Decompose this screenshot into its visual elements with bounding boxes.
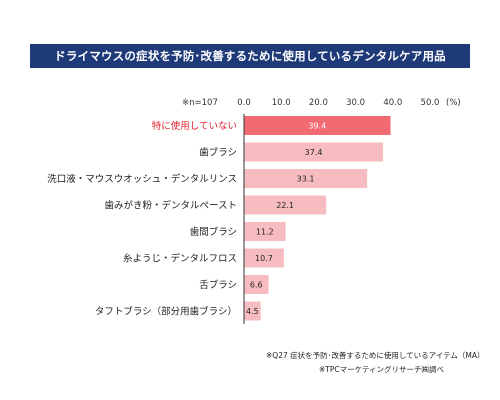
- bar: [244, 275, 269, 294]
- category-label: タフトブラシ（部分用歯ブラシ）: [95, 306, 237, 318]
- bar: [244, 222, 286, 241]
- category-label: 歯みがき粉・デンタルペースト: [104, 200, 237, 212]
- x-tick-label: 40.0: [383, 98, 402, 108]
- data-label: 33.1: [297, 175, 315, 184]
- bar: [244, 301, 261, 321]
- bar: [244, 248, 284, 268]
- data-label: 11.2: [256, 228, 274, 237]
- bar: [244, 195, 327, 215]
- x-tick-label: 20.0: [309, 98, 328, 108]
- data-label: 37.4: [305, 148, 323, 157]
- x-tick-label: 0.0: [237, 98, 251, 108]
- bar: [244, 169, 368, 188]
- category-label: 歯ブラシ: [199, 147, 237, 159]
- unit-label: (%): [446, 98, 461, 108]
- data-label: 6.6: [250, 281, 263, 290]
- category-label: 特に使用していない: [152, 120, 237, 132]
- data-label: 22.1: [276, 201, 294, 210]
- x-tick-label: 10.0: [272, 98, 291, 108]
- category-label: 洗口液・マウスウオッシュ・デンタルリンス: [47, 173, 237, 185]
- category-label: 舌ブラシ: [199, 279, 237, 291]
- data-label: 39.4: [308, 122, 326, 131]
- data-label: 10.7: [255, 254, 273, 263]
- footnote-question: ※Q27 症状を予防･改善するために使用しているアイテム（MA）: [266, 351, 485, 360]
- bar: [244, 116, 391, 135]
- chart-title: ドライマウスの症状を予防･改善するために使用しているデンタルケア用品: [30, 44, 470, 68]
- x-tick-label: 50.0: [421, 98, 440, 108]
- footnote-source: ※TPCマーケティングリサーチ㈱調べ: [319, 365, 445, 374]
- sample-size-label: ※n=107: [182, 98, 218, 108]
- data-label: 4.5: [246, 307, 259, 316]
- x-tick-label: 30.0: [346, 98, 365, 108]
- category-label: 糸ようじ・デンタルフロス: [123, 253, 237, 265]
- category-label: 歯間ブラシ: [190, 226, 237, 238]
- bar: [244, 142, 384, 162]
